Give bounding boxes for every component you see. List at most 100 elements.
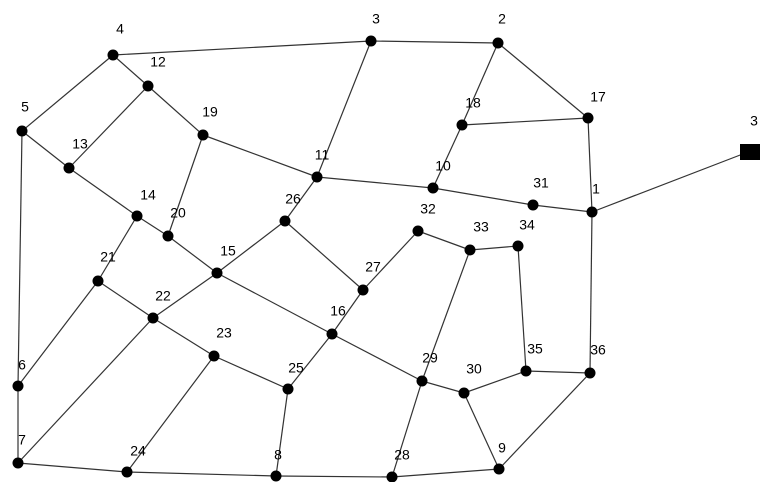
pipe xyxy=(587,117,593,213)
pipe xyxy=(461,42,499,126)
junction xyxy=(357,284,369,296)
pipe xyxy=(167,134,204,237)
junction xyxy=(492,37,504,49)
node-label: 27 xyxy=(365,259,381,275)
junction xyxy=(386,471,398,482)
node-label: 17 xyxy=(590,89,606,105)
node-label: 10 xyxy=(435,158,451,174)
node-label: 14 xyxy=(140,187,156,203)
pipe xyxy=(17,280,99,387)
pipe xyxy=(21,54,114,132)
junction xyxy=(121,466,133,478)
node-label: 15 xyxy=(220,243,236,259)
pipe xyxy=(432,124,463,189)
node-label: 31 xyxy=(533,175,549,191)
pipe xyxy=(167,235,218,274)
node-label: 22 xyxy=(155,288,171,304)
junction xyxy=(197,129,209,141)
junction xyxy=(582,112,594,124)
node-label: 5 xyxy=(21,99,29,115)
junction xyxy=(458,387,470,399)
pipe xyxy=(417,230,471,251)
junction xyxy=(211,267,223,279)
pipe xyxy=(370,40,499,44)
junction xyxy=(456,119,468,131)
junction xyxy=(412,225,424,237)
pipe xyxy=(126,355,215,473)
pipe xyxy=(497,42,589,119)
junction xyxy=(416,375,428,387)
node-label: 6 xyxy=(18,357,26,373)
reservoir xyxy=(740,144,760,160)
pipe xyxy=(316,176,434,189)
node-label: 13 xyxy=(72,136,88,152)
junction xyxy=(208,350,220,362)
pipe xyxy=(391,380,423,478)
node-label: 25 xyxy=(288,360,304,376)
node-label: 7 xyxy=(18,432,26,448)
pipe xyxy=(21,130,70,169)
junction xyxy=(279,215,291,227)
pipe xyxy=(391,468,500,478)
node-label: 3 xyxy=(750,113,758,129)
pipe xyxy=(275,388,289,477)
junction xyxy=(63,162,75,174)
junction xyxy=(12,457,24,469)
pipe xyxy=(421,380,465,394)
pipe xyxy=(461,117,589,126)
pipe xyxy=(532,204,593,213)
junction xyxy=(162,230,174,242)
node-label: 33 xyxy=(473,219,489,235)
pipe xyxy=(152,272,218,319)
node-label: 18 xyxy=(465,95,481,111)
pipe xyxy=(284,220,364,291)
junction xyxy=(147,312,159,324)
pipe xyxy=(136,215,169,237)
junction xyxy=(427,182,439,194)
node-label: 28 xyxy=(394,447,410,463)
junction xyxy=(584,367,596,379)
junction xyxy=(131,210,143,222)
node-label: 35 xyxy=(527,341,543,357)
pipe xyxy=(331,289,364,335)
junction xyxy=(142,80,154,92)
pipe xyxy=(68,167,138,217)
node-label: 11 xyxy=(315,147,330,163)
pipe xyxy=(213,355,289,390)
pipe xyxy=(432,187,534,206)
node-label: 30 xyxy=(466,361,482,377)
pipe xyxy=(421,249,471,382)
pipe xyxy=(463,370,527,394)
junction xyxy=(282,383,294,395)
pipe xyxy=(284,176,318,222)
pipe xyxy=(216,220,286,274)
node-label: 21 xyxy=(100,249,116,265)
pipe xyxy=(68,85,149,169)
node-label: 2 xyxy=(498,11,506,27)
pipe xyxy=(152,317,215,357)
node-label: 8 xyxy=(274,447,282,463)
junction xyxy=(464,244,476,256)
pipe xyxy=(591,151,749,213)
junction xyxy=(107,49,119,61)
junction xyxy=(520,365,532,377)
junction xyxy=(527,199,539,211)
junction xyxy=(512,240,524,252)
pipe xyxy=(287,333,333,390)
pipe xyxy=(17,317,154,464)
pipe xyxy=(126,471,277,477)
pipe xyxy=(17,130,23,387)
pipe xyxy=(589,211,593,374)
edges xyxy=(17,40,749,478)
junction xyxy=(270,470,282,482)
node-label: 9 xyxy=(498,440,506,456)
pipe xyxy=(469,245,519,251)
node-label: 36 xyxy=(590,342,606,358)
pipe xyxy=(112,40,372,56)
node-label: 12 xyxy=(150,54,166,70)
pipe xyxy=(498,372,591,470)
junction xyxy=(311,171,323,183)
node-label: 24 xyxy=(130,443,146,459)
node-label: 34 xyxy=(519,217,535,233)
